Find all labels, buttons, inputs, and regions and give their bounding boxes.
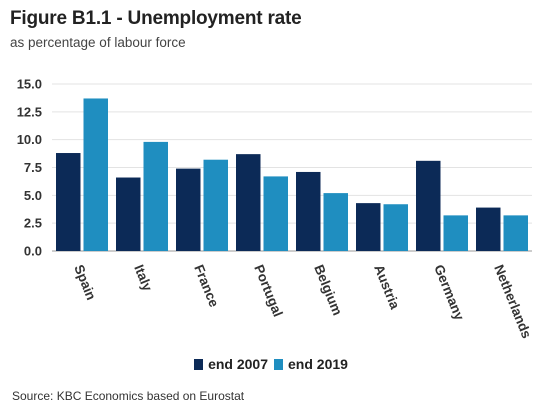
x-tick-label: Portugal	[251, 263, 285, 319]
y-tick-label: 5.0	[24, 188, 42, 203]
bar-end-2019-italy	[143, 141, 168, 251]
y-tick-label: 12.5	[17, 104, 42, 119]
legend-item-end-2007: end 2007	[194, 356, 268, 372]
y-tick-label: 15.0	[17, 77, 42, 92]
legend-item-end-2019: end 2019	[274, 356, 348, 372]
legend-label-end-2019: end 2019	[288, 356, 348, 372]
bar-end-2019-france	[203, 159, 228, 251]
y-tick-label: 7.5	[24, 160, 42, 175]
bar-end-2007-austria	[356, 203, 381, 251]
bar-end-2007-italy	[116, 177, 141, 251]
x-tick-label: Germany	[431, 263, 467, 323]
x-tick-label: Spain	[71, 263, 99, 303]
legend-swatch-end-2019	[274, 358, 283, 370]
legend-swatch-end-2007	[194, 358, 204, 370]
bar-end-2019-spain	[83, 98, 108, 252]
y-tick-label: 0.0	[24, 244, 42, 259]
x-tick-label: Austria	[371, 263, 403, 312]
bar-end-2007-spain	[56, 153, 81, 251]
legend-label-end-2007: end 2007	[208, 356, 268, 372]
x-tick-label: Netherlands	[491, 263, 534, 341]
bar-end-2007-germany	[416, 160, 441, 251]
bar-end-2007-netherlands	[476, 207, 501, 251]
x-tick-label: France	[191, 263, 222, 310]
bar-end-2019-portugal	[263, 176, 288, 251]
bar-end-2019-austria	[383, 204, 408, 251]
chart-legend: end 2007 end 2019	[0, 356, 542, 372]
bar-end-2007-belgium	[296, 171, 321, 251]
source-note: Source: KBC Economics based on Eurostat	[12, 389, 245, 403]
bar-end-2007-france	[176, 168, 201, 251]
bar-end-2019-netherlands	[503, 215, 528, 251]
y-tick-label: 10.0	[17, 132, 42, 147]
chart-subtitle: as percentage of labour force	[10, 35, 186, 50]
x-tick-label: Belgium	[311, 263, 345, 318]
bar-end-2019-germany	[443, 215, 468, 251]
chart-title: Figure B1.1 - Unemployment rate	[10, 8, 302, 29]
y-tick-label: 2.5	[24, 216, 42, 231]
bar-chart: 0.0 2.5 5.0 7.5 10.0 12.5 15.0 Spain Italy France…	[17, 77, 535, 341]
bar-end-2019-belgium	[323, 193, 348, 251]
x-tick-label: Italy	[131, 263, 155, 294]
bar-end-2007-portugal	[236, 154, 261, 251]
